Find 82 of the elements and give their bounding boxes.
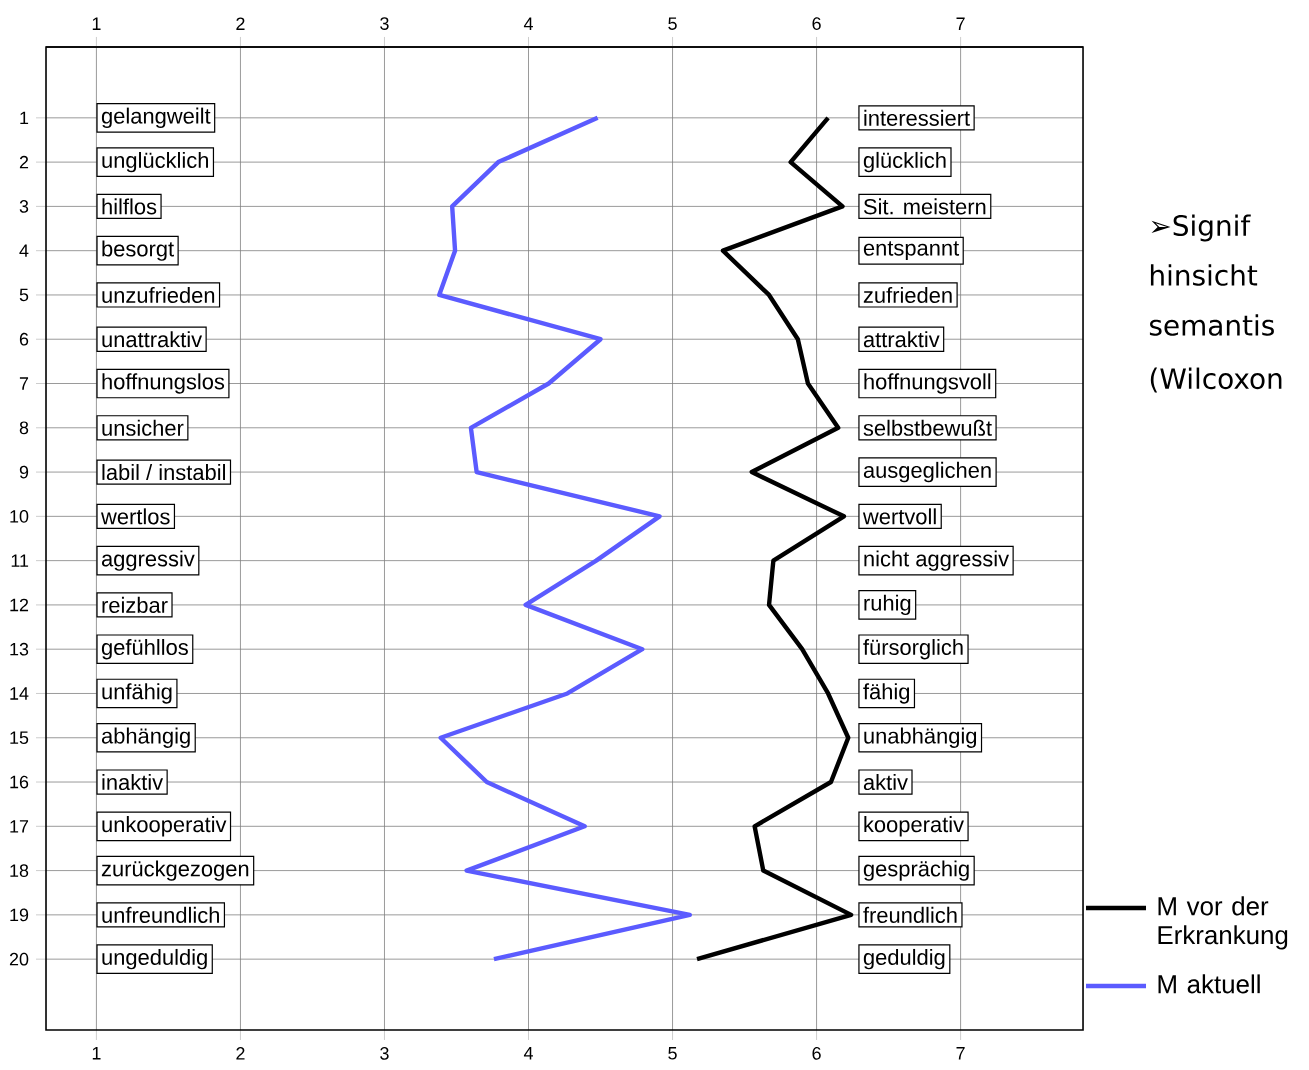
line-series bbox=[694, 115, 854, 962]
annotation: inaktiv bbox=[102, 773, 164, 791]
annotation: interessiert bbox=[864, 109, 970, 126]
text: hinsicht bbox=[1150, 264, 1258, 286]
x-tick-label: 3 bbox=[380, 1047, 389, 1060]
x2-tick-label: 3 bbox=[380, 17, 389, 30]
annotation: hilflos bbox=[102, 198, 157, 215]
annotation: Sit. meistern bbox=[863, 198, 986, 215]
annotation: gefühllos bbox=[101, 638, 188, 660]
x2-tick-label: 7 bbox=[956, 17, 965, 30]
annotation: fürsorglich bbox=[863, 638, 963, 660]
x2-tick-label: 5 bbox=[668, 17, 677, 30]
annotation: ruhig bbox=[864, 594, 911, 616]
annotation: wertvoll bbox=[862, 508, 936, 525]
annotation: besorgt bbox=[102, 240, 174, 261]
y-tick-label: 14 bbox=[10, 687, 29, 700]
x2-tick-label: 2 bbox=[236, 17, 245, 30]
annotation: entspannt bbox=[863, 241, 960, 261]
y-tick-label: 7 bbox=[19, 377, 29, 390]
annotation: unattraktiv bbox=[102, 331, 203, 348]
annotation: ausgeglichen bbox=[863, 461, 991, 483]
x-tick-label: 7 bbox=[956, 1047, 965, 1060]
x-tick-label: 4 bbox=[523, 1047, 533, 1060]
x2-tick-label: 6 bbox=[812, 17, 821, 30]
annotation: zufrieden bbox=[863, 286, 952, 303]
x-tick-label: 5 bbox=[668, 1047, 677, 1060]
annotation: unfähig bbox=[102, 683, 172, 704]
text: (Wilcoxon bbox=[1150, 367, 1282, 393]
y-tick-label: 16 bbox=[10, 775, 29, 789]
x-tick-label: 6 bbox=[812, 1047, 821, 1060]
annotation: wertlos bbox=[100, 508, 170, 525]
text: semantis bbox=[1149, 314, 1274, 336]
annotation: selbstbewußt bbox=[863, 419, 992, 436]
y-tick-label: 1 bbox=[20, 111, 29, 124]
annotation: labil / instabil bbox=[102, 464, 225, 481]
y-tick-label: 5 bbox=[19, 288, 29, 302]
annotation: unabhängig bbox=[864, 727, 977, 748]
x-tick-label: 1 bbox=[92, 1047, 101, 1060]
y-tick-label: 2 bbox=[19, 155, 29, 169]
annotation: geduldig bbox=[863, 948, 945, 970]
line-series bbox=[437, 115, 693, 962]
y-tick-label: 20 bbox=[9, 952, 29, 966]
y-tick-label: 15 bbox=[10, 731, 29, 745]
y-tick-label: 6 bbox=[19, 332, 29, 346]
annotation: fähig bbox=[863, 683, 910, 704]
annotation: aktiv bbox=[863, 773, 908, 791]
y-tick-label: 9 bbox=[19, 465, 29, 479]
annotation: unzufrieden bbox=[102, 286, 215, 303]
annotation: hoffnungslos bbox=[102, 373, 225, 394]
annotation: unfreundlich bbox=[102, 906, 219, 923]
text: ➢Signif bbox=[1151, 214, 1251, 242]
annotation: gelangweilt bbox=[101, 107, 211, 129]
y-tick-label: 17 bbox=[10, 820, 29, 833]
annotation: unsicher bbox=[102, 419, 184, 436]
annotation: gesprächig bbox=[863, 860, 969, 881]
y-tick-label: 13 bbox=[10, 642, 29, 656]
annotation: kooperativ bbox=[864, 816, 964, 837]
legend-label: M aktuell bbox=[1158, 974, 1260, 994]
annotation: unglücklich bbox=[102, 151, 208, 173]
annotation: unkooperativ bbox=[102, 816, 227, 837]
annotation: hoffnungsvoll bbox=[864, 373, 991, 394]
y-tick-label: 12 bbox=[10, 598, 29, 612]
x-tick-label: 2 bbox=[236, 1047, 245, 1060]
annotation: freundlich bbox=[863, 906, 957, 923]
y-tick-label: 3 bbox=[19, 200, 29, 213]
annotation: aggressiv bbox=[101, 550, 195, 571]
annotation: nicht aggressiv bbox=[864, 550, 1009, 571]
y-tick-label: 8 bbox=[19, 421, 29, 435]
annotation: zurückgezogen bbox=[101, 860, 249, 881]
annotation: ungeduldig bbox=[102, 948, 207, 970]
legend-label: M vor der Erkrankung bbox=[1158, 896, 1288, 950]
y-tick-label: 11 bbox=[11, 554, 29, 567]
annotation: attraktiv bbox=[863, 331, 940, 348]
x2-tick-label: 1 bbox=[92, 17, 101, 30]
annotation: glücklich bbox=[863, 151, 946, 173]
y-tick-label: 19 bbox=[10, 908, 29, 922]
x2-tick-label: 4 bbox=[523, 17, 533, 30]
annotation: abhängig bbox=[101, 727, 190, 748]
y-tick-label: 4 bbox=[19, 244, 29, 257]
y-tick-label: 10 bbox=[10, 509, 29, 523]
y-tick-label: 18 bbox=[10, 864, 29, 877]
annotation: reizbar bbox=[102, 596, 168, 613]
